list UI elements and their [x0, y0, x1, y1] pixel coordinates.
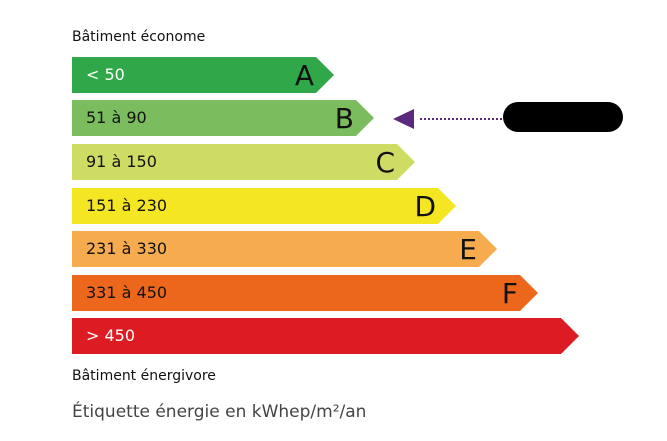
class-letter: E: [459, 233, 477, 266]
caption: Étiquette énergie en kWhep/m²/an: [72, 402, 367, 422]
class-range: 51 à 90: [86, 108, 147, 127]
class-range: > 450: [86, 326, 136, 345]
class-range: < 50: [86, 65, 125, 84]
current-class-arrow-icon: [393, 109, 414, 129]
class-letter: A: [294, 59, 314, 92]
energy-class-a: < 50 A: [72, 57, 334, 93]
class-letter: B: [334, 102, 354, 135]
energy-class-d: 151 à 230 D: [72, 188, 456, 224]
bottom-label: Bâtiment énergivore: [72, 368, 216, 384]
energy-class-c: 91 à 150 C: [72, 144, 415, 180]
top-label: Bâtiment économe: [72, 29, 206, 45]
class-range: 91 à 150: [86, 152, 157, 171]
energy-class-g: > 450: [72, 318, 579, 354]
marker-dotted-line: [420, 118, 502, 120]
redacted-value: [503, 102, 623, 132]
energy-class-e: 231 à 330 E: [72, 231, 497, 267]
class-letter: F: [501, 277, 518, 310]
class-range: 231 à 330: [86, 239, 168, 258]
energy-class-b: 51 à 90 B: [72, 100, 374, 136]
class-range: 331 à 450: [86, 283, 168, 302]
class-letter: D: [414, 190, 436, 223]
class-range: 151 à 230: [86, 196, 168, 215]
class-letter: C: [375, 146, 395, 179]
energy-class-f: 331 à 450 F: [72, 275, 538, 311]
